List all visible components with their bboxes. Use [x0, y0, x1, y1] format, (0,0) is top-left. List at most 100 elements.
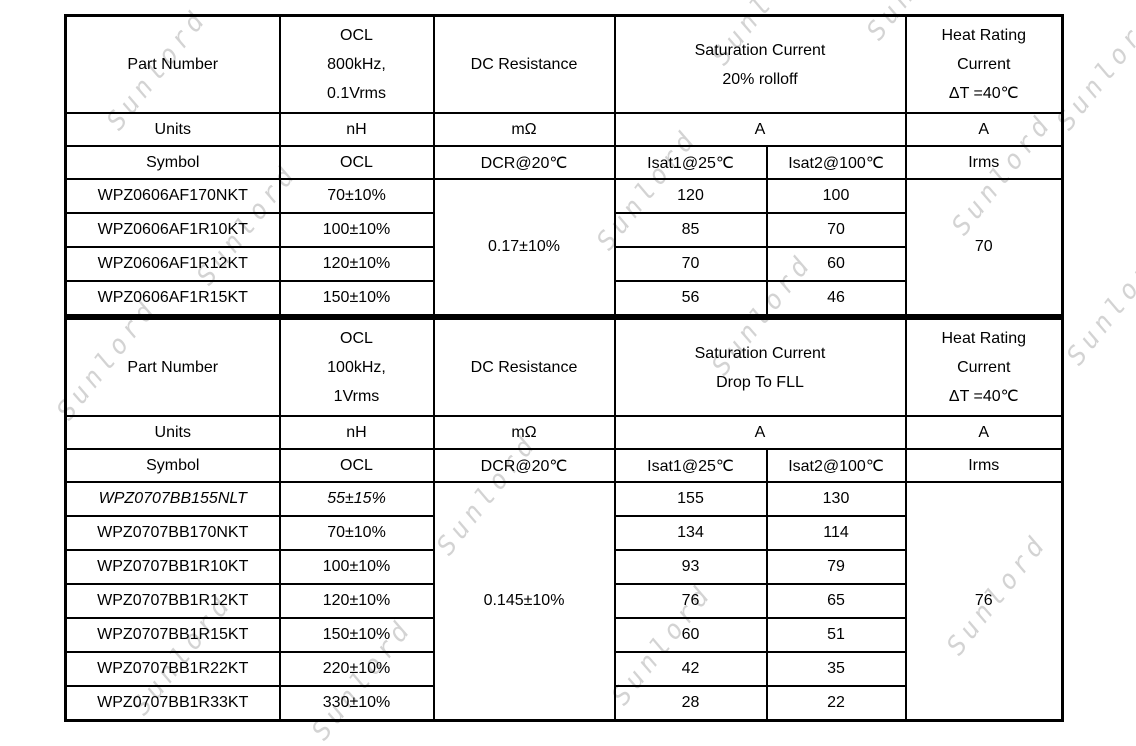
- symbol-row: Symbol OCL DCR@20℃ Isat1@25℃ Isat2@100℃ …: [64, 448, 1064, 483]
- header-row: Part Number OCL 800kHz, 0.1Vrms DC Resis…: [64, 14, 1064, 114]
- ocl-cell: 55±15%: [278, 481, 435, 517]
- symbol-isat1: Isat1@25℃: [613, 448, 768, 483]
- symbol-isat1: Isat1@25℃: [613, 145, 768, 180]
- header-row: Part Number OCL 100kHz, 1Vrms DC Resista…: [64, 317, 1064, 417]
- isat2-cell: 22: [765, 685, 907, 722]
- ocl-cell: 330±10%: [278, 685, 435, 722]
- symbol-irms: Irms: [904, 448, 1064, 483]
- header-dc-resistance: DC Resistance: [432, 317, 616, 417]
- units-irms: A: [904, 112, 1064, 147]
- irms-merged-cell: 76: [904, 481, 1064, 722]
- isat2-cell: 130: [765, 481, 907, 517]
- units-dcr: mΩ: [432, 415, 616, 450]
- isat1-cell: 28: [613, 685, 768, 722]
- isat1-cell: 70: [613, 246, 768, 282]
- table-row: WPZ0707BB170NKT 70±10% 134 114: [64, 515, 1063, 551]
- isat1-cell: 134: [613, 515, 768, 551]
- header-heat-rating: Heat Rating Current ΔT =40℃: [904, 14, 1064, 114]
- part-number-cell: WPZ0606AF170NKT: [64, 178, 281, 214]
- units-ocl: nH: [278, 415, 435, 450]
- ocl-cell: 120±10%: [278, 583, 435, 619]
- table-row: WPZ0606AF1R12KT 120±10% 70 60: [64, 246, 1063, 282]
- header-saturation-current: Saturation Current 20% rolloff: [613, 14, 907, 114]
- units-dcr: mΩ: [432, 112, 616, 147]
- ocl-cell: 150±10%: [278, 280, 435, 317]
- isat1-cell: 120: [613, 178, 768, 214]
- part-number-cell: WPZ0707BB1R22KT: [64, 651, 281, 687]
- isat1-cell: 93: [613, 549, 768, 585]
- isat2-cell: 65: [765, 583, 907, 619]
- ocl-cell: 70±10%: [278, 515, 435, 551]
- isat1-cell: 56: [613, 280, 768, 317]
- spec-table-wpz0606: Part Number OCL 800kHz, 0.1Vrms DC Resis…: [64, 14, 1064, 317]
- isat2-cell: 60: [765, 246, 907, 282]
- symbol-dcr: DCR@20℃: [432, 448, 616, 483]
- header-part-number: Part Number: [64, 317, 281, 417]
- table-row: WPZ0707BB1R15KT 150±10% 60 51: [64, 617, 1063, 653]
- ocl-cell: 220±10%: [278, 651, 435, 687]
- header-dc-resistance: DC Resistance: [432, 14, 616, 114]
- isat2-cell: 114: [765, 515, 907, 551]
- symbol-label: Symbol: [64, 448, 281, 483]
- watermark: Sunlord: [1060, 238, 1136, 372]
- isat1-cell: 76: [613, 583, 768, 619]
- symbol-dcr: DCR@20℃: [432, 145, 616, 180]
- part-number-cell: WPZ0707BB1R12KT: [64, 583, 281, 619]
- part-number-cell: WPZ0606AF1R12KT: [64, 246, 281, 282]
- dcr-merged-cell: 0.17±10%: [432, 178, 616, 317]
- header-ocl: OCL 100kHz, 1Vrms: [278, 317, 435, 417]
- part-number-cell: WPZ0707BB1R33KT: [64, 685, 281, 722]
- part-number-cell: WPZ0707BB170NKT: [64, 515, 281, 551]
- header-ocl: OCL 800kHz, 0.1Vrms: [278, 14, 435, 114]
- table-row: WPZ0606AF170NKT 70±10% 0.17±10% 120 100 …: [64, 178, 1064, 317]
- units-row: Units nH mΩ A A: [64, 415, 1064, 450]
- units-label: Units: [64, 112, 281, 147]
- part-number-cell: WPZ0707BB155NLT: [64, 481, 281, 517]
- isat2-cell: 79: [765, 549, 907, 585]
- units-saturation: A: [613, 415, 907, 450]
- isat1-cell: 155: [613, 481, 768, 517]
- table-row: WPZ0707BB1R10KT 100±10% 93 79: [64, 549, 1063, 585]
- isat2-cell: 100: [765, 178, 907, 214]
- units-row: Units nH mΩ A A: [64, 112, 1064, 147]
- ocl-cell: 120±10%: [278, 246, 435, 282]
- units-saturation: A: [613, 112, 907, 147]
- symbol-isat2: Isat2@100℃: [765, 145, 907, 180]
- table-row: WPZ0707BB1R22KT 220±10% 42 35: [64, 651, 1063, 687]
- table-row: WPZ0707BB155NLT 55±15% 0.145±10% 155 130…: [64, 481, 1064, 722]
- symbol-irms: Irms: [904, 145, 1064, 180]
- header-heat-rating: Heat Rating Current ΔT =40℃: [904, 317, 1064, 417]
- ocl-cell: 70±10%: [278, 178, 435, 214]
- symbol-isat2: Isat2@100℃: [765, 448, 907, 483]
- units-label: Units: [64, 415, 281, 450]
- isat1-cell: 85: [613, 212, 768, 248]
- table-row: WPZ0606AF1R15KT 150±10% 56 46: [64, 280, 1063, 317]
- part-number-cell: WPZ0606AF1R15KT: [64, 280, 281, 317]
- symbol-ocl: OCL: [278, 145, 435, 180]
- table-row: WPZ0707BB1R33KT 330±10% 28 22: [64, 685, 1063, 722]
- ocl-cell: 150±10%: [278, 617, 435, 653]
- units-ocl: nH: [278, 112, 435, 147]
- part-number-cell: WPZ0606AF1R10KT: [64, 212, 281, 248]
- isat2-cell: 70: [765, 212, 907, 248]
- dcr-merged-cell: 0.145±10%: [432, 481, 616, 722]
- irms-merged-cell: 70: [904, 178, 1064, 317]
- ocl-cell: 100±10%: [278, 212, 435, 248]
- table-row: WPZ0707BB1R12KT 120±10% 76 65: [64, 583, 1063, 619]
- header-saturation-current: Saturation Current Drop To FLL: [613, 317, 907, 417]
- isat1-cell: 60: [613, 617, 768, 653]
- part-number-cell: WPZ0707BB1R15KT: [64, 617, 281, 653]
- isat1-cell: 42: [613, 651, 768, 687]
- header-part-number: Part Number: [64, 14, 281, 114]
- table-row: WPZ0606AF1R10KT 100±10% 85 70: [64, 212, 1063, 248]
- isat2-cell: 35: [765, 651, 907, 687]
- isat2-cell: 51: [765, 617, 907, 653]
- units-irms: A: [904, 415, 1064, 450]
- ocl-cell: 100±10%: [278, 549, 435, 585]
- symbol-row: Symbol OCL DCR@20℃ Isat1@25℃ Isat2@100℃ …: [64, 145, 1064, 180]
- spec-table-wpz0707: Part Number OCL 100kHz, 1Vrms DC Resista…: [64, 317, 1064, 722]
- symbol-ocl: OCL: [278, 448, 435, 483]
- part-number-cell: WPZ0707BB1R10KT: [64, 549, 281, 585]
- symbol-label: Symbol: [64, 145, 281, 180]
- isat2-cell: 46: [765, 280, 907, 317]
